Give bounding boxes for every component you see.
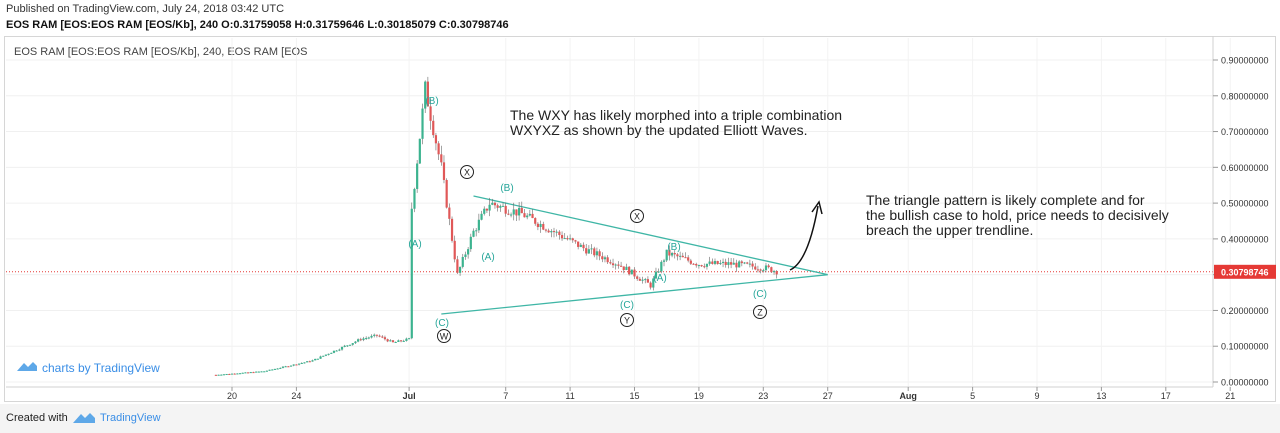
legend-title: EOS RAM [EOS:EOS RAM [EOS/Kb], 240, EOS … bbox=[14, 46, 308, 58]
tradingview-footer-icon bbox=[73, 413, 95, 423]
published-line: Published on TradingView.com, July 24, 2… bbox=[6, 3, 285, 15]
wxy-note-line: WXYXZ as shown by the updated Elliott Wa… bbox=[510, 122, 808, 138]
watermark-text[interactable]: charts by TradingView bbox=[42, 361, 160, 375]
header-bar: Published on TradingView.com, July 24, 2… bbox=[0, 0, 1280, 36]
wxy-note: The WXY has likely morphed into a triple… bbox=[510, 108, 842, 138]
triangle-note-line: The triangle pattern is likely complete … bbox=[866, 192, 1145, 208]
symbol-label: EOS RAM [EOS:EOS RAM [EOS/Kb], 240 bbox=[6, 19, 219, 31]
triangle-note-line: breach the upper trendline. bbox=[866, 222, 1034, 238]
created-with-label: Created with bbox=[6, 412, 68, 424]
tradingview-logo-icon bbox=[17, 362, 37, 371]
ohlc-values: O:0.31759058 H:0.31759646 L:0.30185079 C… bbox=[221, 19, 509, 31]
triangle-note: The triangle pattern is likely complete … bbox=[866, 193, 1169, 238]
tradingview-link[interactable]: TradingView bbox=[100, 412, 161, 424]
triangle-note-line: the bullish case to hold, price needs to… bbox=[866, 207, 1169, 223]
ohlc-line: EOS RAM [EOS:EOS RAM [EOS/Kb], 240 O:0.3… bbox=[6, 19, 509, 31]
wxy-note-line: The WXY has likely morphed into a triple… bbox=[510, 107, 843, 123]
footer bbox=[0, 404, 1280, 433]
